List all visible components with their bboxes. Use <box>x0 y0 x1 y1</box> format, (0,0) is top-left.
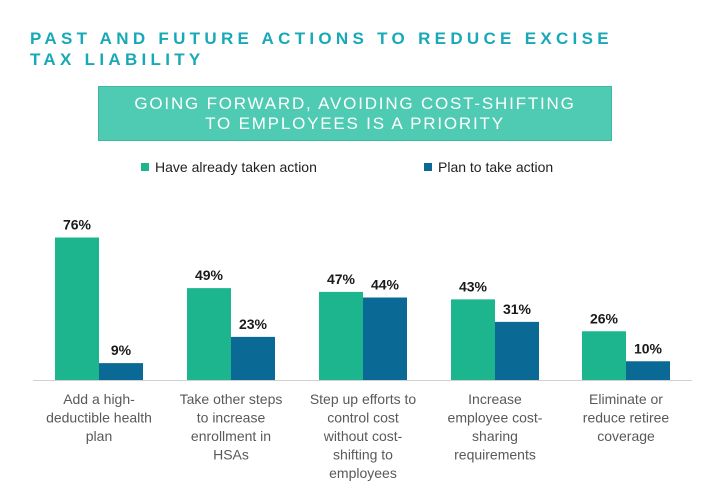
priority-banner: GOING FORWARD, AVOIDING COST-SHIFTING TO… <box>98 86 612 141</box>
data-label-series-1-cat-4: 43% <box>459 278 488 294</box>
category-label-1-line-3: plan <box>86 428 112 444</box>
category-label-5-line-3: coverage <box>597 428 655 444</box>
bar-series-1-cat-5 <box>582 331 626 380</box>
category-label-5: Eliminate or reduce retiree coverage <box>583 391 670 444</box>
priority-banner-line-2: TO EMPLOYEES IS A PRIORITY <box>205 114 505 133</box>
priority-banner-line-1: GOING FORWARD, AVOIDING COST-SHIFTING <box>134 94 576 113</box>
bar-series-1-cat-3 <box>319 291 363 380</box>
chart-title-line-2: TAX LIABILITY <box>30 50 205 69</box>
category-label-1-line-1: Add a high- <box>63 391 135 407</box>
category-label-5-line-1: Eliminate or <box>589 391 663 407</box>
chart-title-line-1: PAST AND FUTURE ACTIONS TO REDUCE EXCISE <box>30 29 613 48</box>
bar-series-2-cat-4 <box>495 321 539 380</box>
category-label-5-line-2: reduce retiree <box>583 410 670 426</box>
category-label-3-line-3: without cost- <box>323 428 403 444</box>
category-label-3-line-1: Step up efforts to <box>310 391 417 407</box>
legend-swatch-series-1 <box>141 163 149 171</box>
data-label-series-1-cat-5: 26% <box>590 310 619 326</box>
bar-series-1-cat-2 <box>187 288 231 380</box>
bar-series-2-cat-3 <box>363 297 407 380</box>
legend-label-series-2: Plan to take action <box>438 159 554 175</box>
category-label-4-line-2: employee cost- <box>448 410 543 426</box>
data-label-series-2-cat-1: 9% <box>111 342 132 358</box>
legend-item-series-2: Plan to take action <box>424 159 553 175</box>
category-label-4-line-4: requirements <box>454 447 536 463</box>
data-label-series-2-cat-5: 10% <box>634 340 663 356</box>
category-label-2-line-3: enrollment in <box>191 428 271 444</box>
category-label-3-line-2: control cost <box>327 410 399 426</box>
data-label-series-2-cat-2: 23% <box>239 316 268 332</box>
category-label-2-line-4: HSAs <box>213 447 249 463</box>
bar-series-2-cat-5 <box>626 361 670 380</box>
chart-title: PAST AND FUTURE ACTIONS TO REDUCE EXCISE… <box>30 28 613 70</box>
legend-label-series-1: Have already taken action <box>155 159 317 175</box>
category-label-1-line-2: deductible health <box>46 410 152 426</box>
bar-series-2-cat-2 <box>231 336 275 380</box>
legend-item-series-1: Have already taken action <box>141 159 317 175</box>
data-label-series-1-cat-3: 47% <box>327 271 356 287</box>
category-label-4: Increase employee cost-sharing requirement… <box>448 391 543 463</box>
category-label-4-line-1: Increase <box>468 391 522 407</box>
bar-series-1-cat-4 <box>451 299 495 380</box>
legend-swatch-series-2 <box>424 163 432 171</box>
category-label-3-line-4: shifting to <box>333 447 393 463</box>
bar-series-2-cat-1 <box>99 363 143 380</box>
category-label-3-line-5: employees <box>329 465 397 481</box>
category-label-3: Step up efforts to control cost without co… <box>310 391 417 481</box>
data-label-series-1-cat-1: 76% <box>63 217 92 233</box>
bar-series-1-cat-1 <box>55 237 99 380</box>
data-label-series-1-cat-2: 49% <box>195 267 224 283</box>
category-label-2-line-1: Take other steps <box>180 391 283 407</box>
category-label-2-line-2: to increase <box>197 410 266 426</box>
category-label-4-line-3: sharing <box>472 428 518 444</box>
data-label-series-2-cat-4: 31% <box>503 301 532 317</box>
data-label-series-2-cat-3: 44% <box>371 277 400 293</box>
category-label-2: Take other steps to increase enrollment in… <box>180 391 283 463</box>
category-label-1: Add a high-deductible health plan <box>46 391 152 444</box>
